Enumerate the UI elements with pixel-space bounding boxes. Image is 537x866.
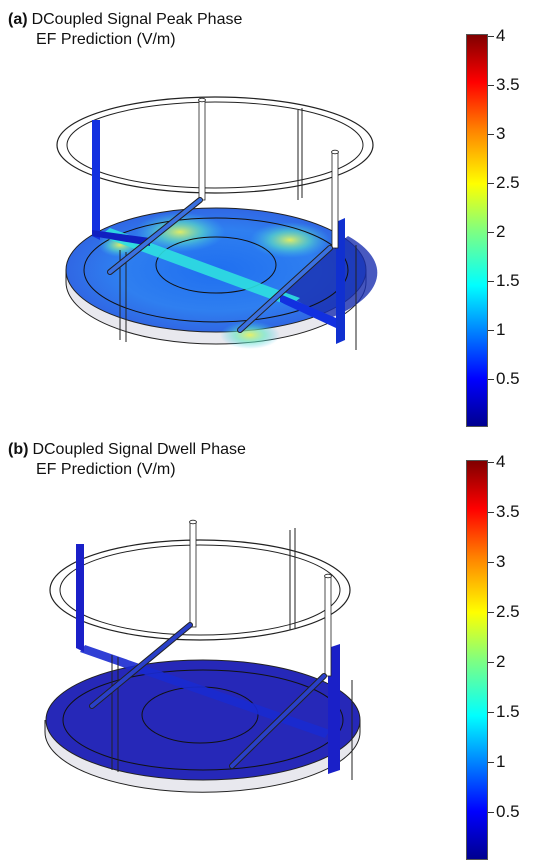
- disk-line: [155, 236, 277, 294]
- disk-line: [83, 217, 349, 323]
- tube: [230, 674, 326, 768]
- rod-top: [198, 97, 206, 103]
- field-low-region: [280, 236, 378, 318]
- colorbar-tick-label: 2: [496, 652, 506, 671]
- colorbar-gradient: [466, 460, 488, 860]
- tube: [90, 623, 192, 708]
- title-line-1: DCoupled Signal Peak Phase: [31, 11, 243, 28]
- colorbar-tick: [488, 330, 494, 331]
- outer-ring-top: [49, 539, 351, 641]
- colorbar-tick-label: 1.5: [496, 271, 520, 290]
- colorbar-tick: [488, 462, 494, 463]
- title-line-1: DCoupled Signal Dwell Phase: [32, 441, 246, 458]
- colorbar-tick-label: 3: [496, 124, 506, 143]
- colorbar-gradient: [466, 34, 488, 427]
- outer-ring-top: [56, 96, 374, 194]
- colorbar-tick-label: 3.5: [496, 502, 520, 521]
- left-plate: [92, 120, 100, 240]
- colorbar-tick-label: 2.5: [496, 602, 520, 621]
- tube: [238, 246, 332, 332]
- colorbar-tick: [488, 562, 494, 563]
- colorbar: 4 3.5 3 2.5 2 1.5 1 0.5: [462, 27, 532, 430]
- colorbar-tick-label: 4: [496, 26, 506, 45]
- colorbar-tick: [488, 134, 494, 135]
- rod-top: [331, 149, 339, 155]
- colorbar-tick-label: 0.5: [496, 369, 520, 388]
- colorbar-tick-label: 4: [496, 452, 506, 471]
- inner-ring-top: [59, 544, 341, 636]
- field-hotspot: [220, 321, 280, 349]
- right-plate: [328, 644, 340, 774]
- colorbar-tick-label: 0.5: [496, 802, 520, 821]
- right-plate: [336, 218, 345, 344]
- simulation-scene: [56, 96, 378, 350]
- title-line-2: EF Prediction (V/m): [36, 461, 176, 478]
- rod: [198, 99, 206, 201]
- panel-a: (a) DCoupled Signal Peak Phase EF Predict…: [0, 0, 537, 430]
- rod-top: [189, 519, 197, 525]
- field-hotspot: [135, 212, 225, 252]
- colorbar-tick-label: 3: [496, 552, 506, 571]
- electrode-stripe: [80, 645, 330, 738]
- tube: [108, 198, 202, 274]
- right-plate: [280, 294, 336, 328]
- colorbar-tick: [488, 85, 494, 86]
- left-plate: [92, 230, 150, 246]
- colorbar-tick-label: 3.5: [496, 75, 520, 94]
- panel-b: (b) DCoupled Signal Dwell Phase EF Predic…: [0, 430, 537, 860]
- colorbar-tick: [488, 512, 494, 513]
- electrode-stripe: [100, 228, 300, 306]
- field-hotspot: [250, 222, 330, 258]
- colorbar-tick: [488, 183, 494, 184]
- rod: [324, 575, 332, 677]
- rod: [331, 151, 339, 249]
- colorbar-tick-label: 2.5: [496, 173, 520, 192]
- left-plate: [76, 544, 84, 652]
- panel-title: (a) DCoupled Signal Peak Phase EF Predict…: [8, 10, 242, 50]
- colorbar-tick: [488, 612, 494, 613]
- panel-tag: (a): [8, 11, 28, 28]
- title-line-2: EF Prediction (V/m): [36, 31, 176, 48]
- field-disk: [45, 659, 361, 781]
- colorbar-tick: [488, 281, 494, 282]
- panel-tag: (b): [8, 441, 29, 458]
- colorbar-tick: [488, 712, 494, 713]
- colorbar-tick: [488, 662, 494, 663]
- colorbar-tick: [488, 232, 494, 233]
- panel-title: (b) DCoupled Signal Dwell Phase EF Predic…: [8, 440, 246, 480]
- inner-ring-top: [66, 101, 364, 189]
- colorbar-tick: [488, 36, 494, 37]
- colorbar-tick: [488, 379, 494, 380]
- simulation-scene: [44, 519, 361, 793]
- colorbar-tick-label: 1: [496, 752, 506, 771]
- disk-line: [62, 669, 344, 771]
- rod-top: [324, 573, 332, 579]
- colorbar-tick-label: 1.5: [496, 702, 520, 721]
- colorbar-tick: [488, 762, 494, 763]
- rod: [189, 521, 197, 628]
- colorbar-tick: [488, 812, 494, 813]
- colorbar-tick-label: 2: [496, 222, 506, 241]
- colorbar: 4 3.5 3 2.5 2 1.5 1 0.5: [462, 453, 532, 860]
- colorbar-tick-label: 1: [496, 320, 506, 339]
